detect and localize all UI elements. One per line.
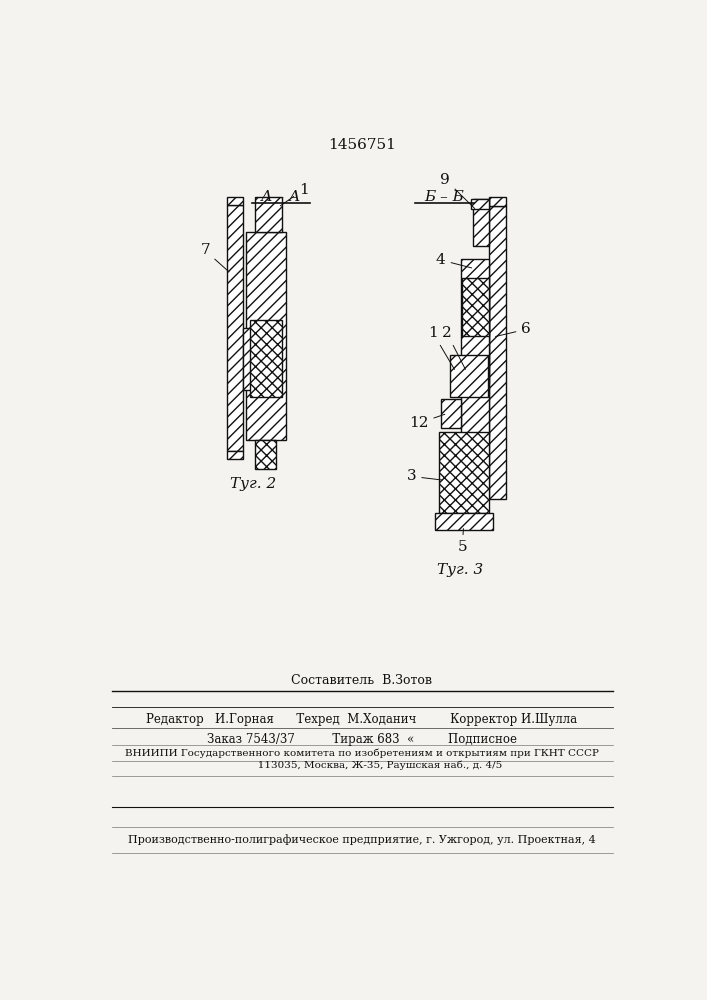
Text: 1: 1 (428, 326, 455, 369)
Text: Τуг. 3: Τуг. 3 (437, 563, 483, 577)
Text: 6: 6 (496, 322, 531, 337)
Text: 1: 1 (280, 183, 308, 206)
Text: 7: 7 (200, 243, 229, 272)
Bar (450, 355, 489, 397)
Bar (246, 232, 286, 440)
Bar (489, 197, 506, 206)
Text: Τуг. 2: Τуг. 2 (230, 477, 276, 491)
Text: Редактор   И.Горная      Техред  М.Ходанич         Корректор И.Шулла: Редактор И.Горная Техред М.Ходанич Корре… (146, 713, 578, 726)
Bar (471, 199, 489, 209)
Bar (227, 451, 243, 459)
Text: Заказ 7543/37          Тираж 683  «         Подписное: Заказ 7543/37 Тираж 683 « Подписное (207, 733, 517, 746)
Text: А – А: А – А (261, 190, 301, 204)
Text: 12: 12 (409, 414, 445, 430)
Text: ВНИИПИ Государственного комитета по изобретениям и открытиям при ГКНТ СССР: ВНИИПИ Государственного комитета по изоб… (125, 748, 599, 758)
Text: Производственно-полиграфическое предприятие, г. Ужгород, ул. Проектная, 4: Производственно-полиграфическое предприя… (128, 835, 596, 845)
Bar (460, 259, 489, 436)
Text: 2: 2 (442, 326, 465, 369)
Text: 3: 3 (407, 469, 443, 483)
Bar (473, 199, 489, 246)
Bar (489, 206, 506, 499)
Bar (441, 399, 460, 428)
Bar (462, 278, 489, 336)
Bar (435, 513, 493, 530)
Text: Б – Б: Б – Б (424, 190, 464, 204)
Text: 4: 4 (436, 253, 472, 268)
Text: 9: 9 (440, 173, 474, 209)
Text: Составитель  В.Зотов: Составитель В.Зотов (291, 674, 433, 687)
Bar (250, 320, 282, 397)
Bar (243, 328, 253, 389)
Bar (483, 291, 489, 383)
Text: 113035, Москва, Ж-35, Раушская наб., д. 4/5: 113035, Москва, Ж-35, Раушская наб., д. … (222, 761, 502, 770)
Bar (227, 205, 243, 451)
Bar (255, 440, 276, 469)
Text: 1456751: 1456751 (328, 138, 396, 152)
Text: 5: 5 (457, 529, 467, 554)
Bar (255, 197, 282, 232)
Bar (227, 197, 243, 205)
Bar (439, 432, 489, 513)
